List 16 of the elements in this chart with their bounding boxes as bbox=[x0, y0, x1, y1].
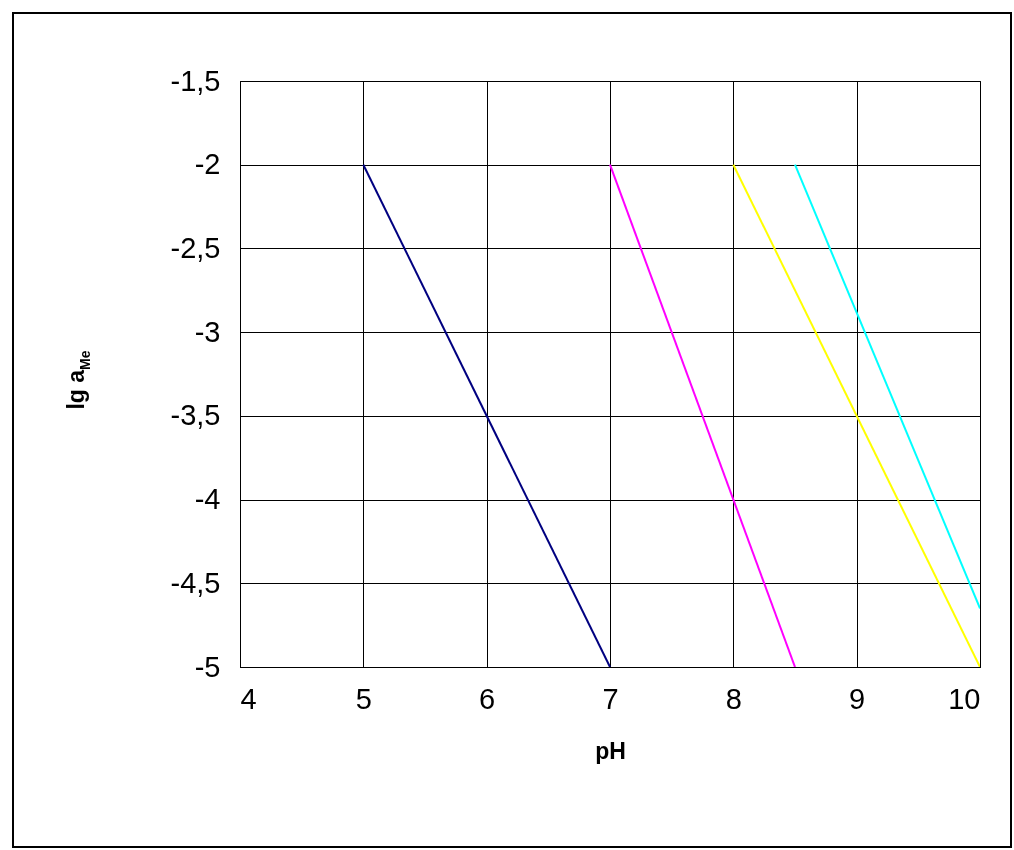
x-tick-label: 4 bbox=[240, 682, 257, 715]
y-tick-label: -3 bbox=[194, 315, 221, 348]
y-tick-label: -4 bbox=[194, 483, 221, 516]
y-tick-label: -2,5 bbox=[170, 231, 221, 264]
x-tick-label: 7 bbox=[602, 682, 619, 715]
y-tick-label: -5 bbox=[194, 650, 221, 683]
x-tick-label: 5 bbox=[355, 682, 372, 715]
y-tick-label: -1,5 bbox=[170, 64, 221, 97]
x-tick-label: 9 bbox=[849, 682, 866, 715]
y-tick-label: -4,5 bbox=[170, 566, 221, 599]
x-tick-label: 8 bbox=[725, 682, 742, 715]
x-axis-title: pH bbox=[595, 737, 626, 764]
y-tick-label: -3,5 bbox=[170, 399, 221, 432]
y-tick-label: -2 bbox=[194, 148, 221, 181]
x-tick-label: 10 bbox=[948, 682, 981, 715]
x-tick-label: 6 bbox=[479, 682, 496, 715]
